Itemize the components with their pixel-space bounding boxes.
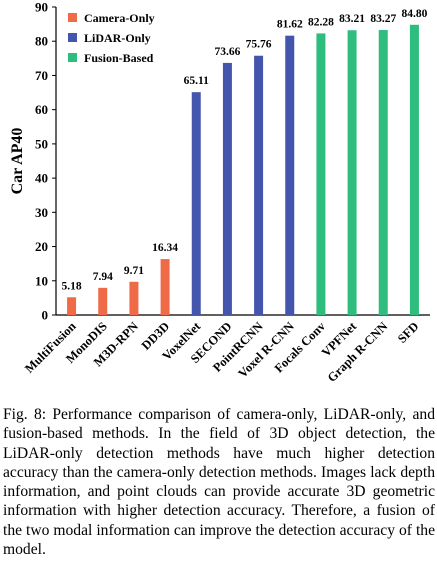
y-tick-label: 10 [35,273,48,288]
bar-value-label: 5.18 [62,280,82,292]
x-category-label: MultiFusion [22,319,79,376]
bar-chart: 0 10 20 30 40 50 60 70 80 90 Car AP40 5.18 MultiFusi… [9,0,430,385]
y-tick-label: 30 [35,205,48,220]
bar [378,30,388,315]
legend-label: Camera-Only [84,11,155,25]
bar [160,259,170,315]
bar [285,35,295,315]
legend-swatch [68,33,77,42]
y-tick-label: 70 [35,68,48,83]
bar [222,62,232,315]
y-tick-label: 0 [42,308,49,323]
y-axis-title: Car AP40 [9,128,26,195]
chart-svg: 0 10 20 30 40 50 60 70 80 90 Car AP40 5.18 MultiFusi… [9,0,430,385]
y-tick-label: 60 [35,102,48,117]
bar [98,287,108,315]
y-tick-label: 50 [35,136,48,151]
legend-label: Fusion-Based [84,51,154,65]
bar-value-label: 84.80 [401,8,427,20]
bar-value-label: 73.66 [214,46,240,58]
bar [409,24,419,315]
figure-caption: Fig. 8: Performance comparison of camera… [3,406,435,559]
bar-value-label: 81.62 [277,19,303,31]
x-category-label: SFD [395,319,422,346]
bar-value-label: 7.94 [93,271,113,283]
bar [129,281,139,315]
bar-value-label: 82.28 [308,16,334,28]
legend-label: LiDAR-Only [84,31,151,45]
y-tick-label: 40 [35,171,48,186]
legend-swatch [68,53,77,62]
bar-value-label: 83.27 [370,13,396,25]
bar-value-label: 65.11 [184,75,209,87]
bar-value-label: 83.21 [339,13,365,25]
bar-value-label: 16.34 [152,242,178,254]
bar-value-label: 75.76 [246,39,272,51]
bar [316,33,326,315]
bar [347,30,357,316]
y-tick-label: 90 [35,0,48,15]
bar [254,55,264,315]
legend-swatch [68,13,77,22]
bar [67,297,77,315]
bar-value-label: 9.71 [124,265,144,277]
y-tick-label: 80 [35,34,48,49]
y-tick-label: 20 [35,239,48,254]
bar [191,92,201,315]
